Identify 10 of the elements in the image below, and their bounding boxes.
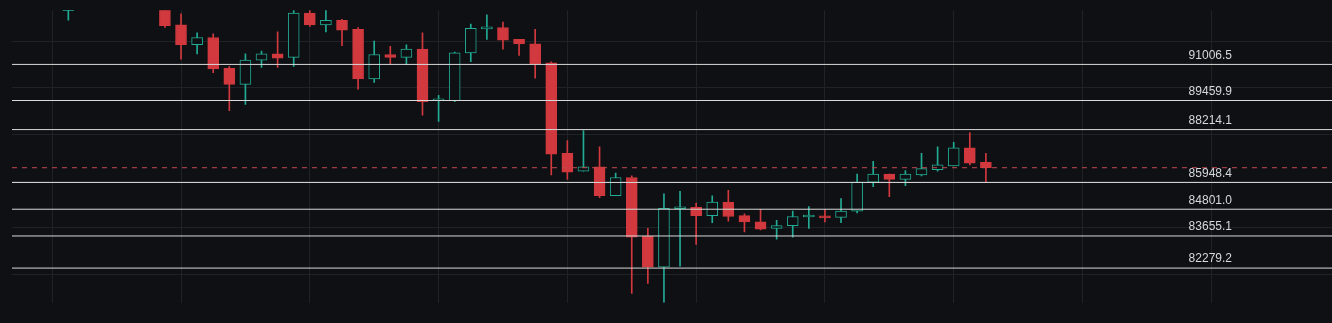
ref-line-label: 84801.0 — [1188, 192, 1233, 207]
candlestick — [674, 190, 686, 267]
ref-line-label: 89459.9 — [1188, 83, 1233, 98]
ref-line-label: 91006.5 — [1188, 47, 1233, 62]
candlestick — [980, 152, 992, 183]
ref-line-label: 88214.1 — [1188, 112, 1233, 127]
ref-line-label: 82279.2 — [1188, 251, 1233, 266]
candlestick — [384, 46, 397, 64]
ref-line-label: 83655.1 — [1188, 219, 1233, 234]
ref-line-label: 85948.4 — [1188, 165, 1233, 180]
